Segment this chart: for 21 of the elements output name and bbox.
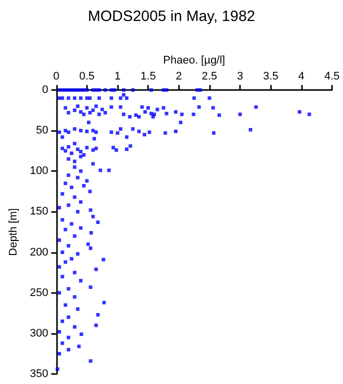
chart-title: MODS2005 in May, 1982 [88,8,256,25]
y-tick-label: 50 [36,124,48,137]
x-tick-label: 4 [298,70,304,82]
x-tick-label: 0.5 [79,70,95,82]
y-axis-title: Depth [m] [8,208,20,256]
y-tick-label: 300 [30,327,48,340]
x-tick-label: 3 [237,70,244,82]
x-tick-label: 2 [176,70,182,82]
x-tick-label: 1 [114,70,121,82]
y-tick-label: 250 [30,286,48,299]
x-tick-label: 4.5 [324,70,340,82]
x-axis-title: Phaeo. [µg/l] [163,54,226,67]
y-tick-label: 100 [30,165,48,178]
y-tick-label: 150 [30,206,48,218]
x-tick-label: 1.5 [140,70,156,82]
x-tick-label: 0 [53,70,60,82]
x-tick-label: 2.5 [202,70,218,82]
x-tick-label: 3.5 [263,70,278,82]
y-tick-label: 350 [30,368,48,380]
y-tick-label: 200 [30,246,48,258]
y-tick-label: 0 [42,84,48,96]
